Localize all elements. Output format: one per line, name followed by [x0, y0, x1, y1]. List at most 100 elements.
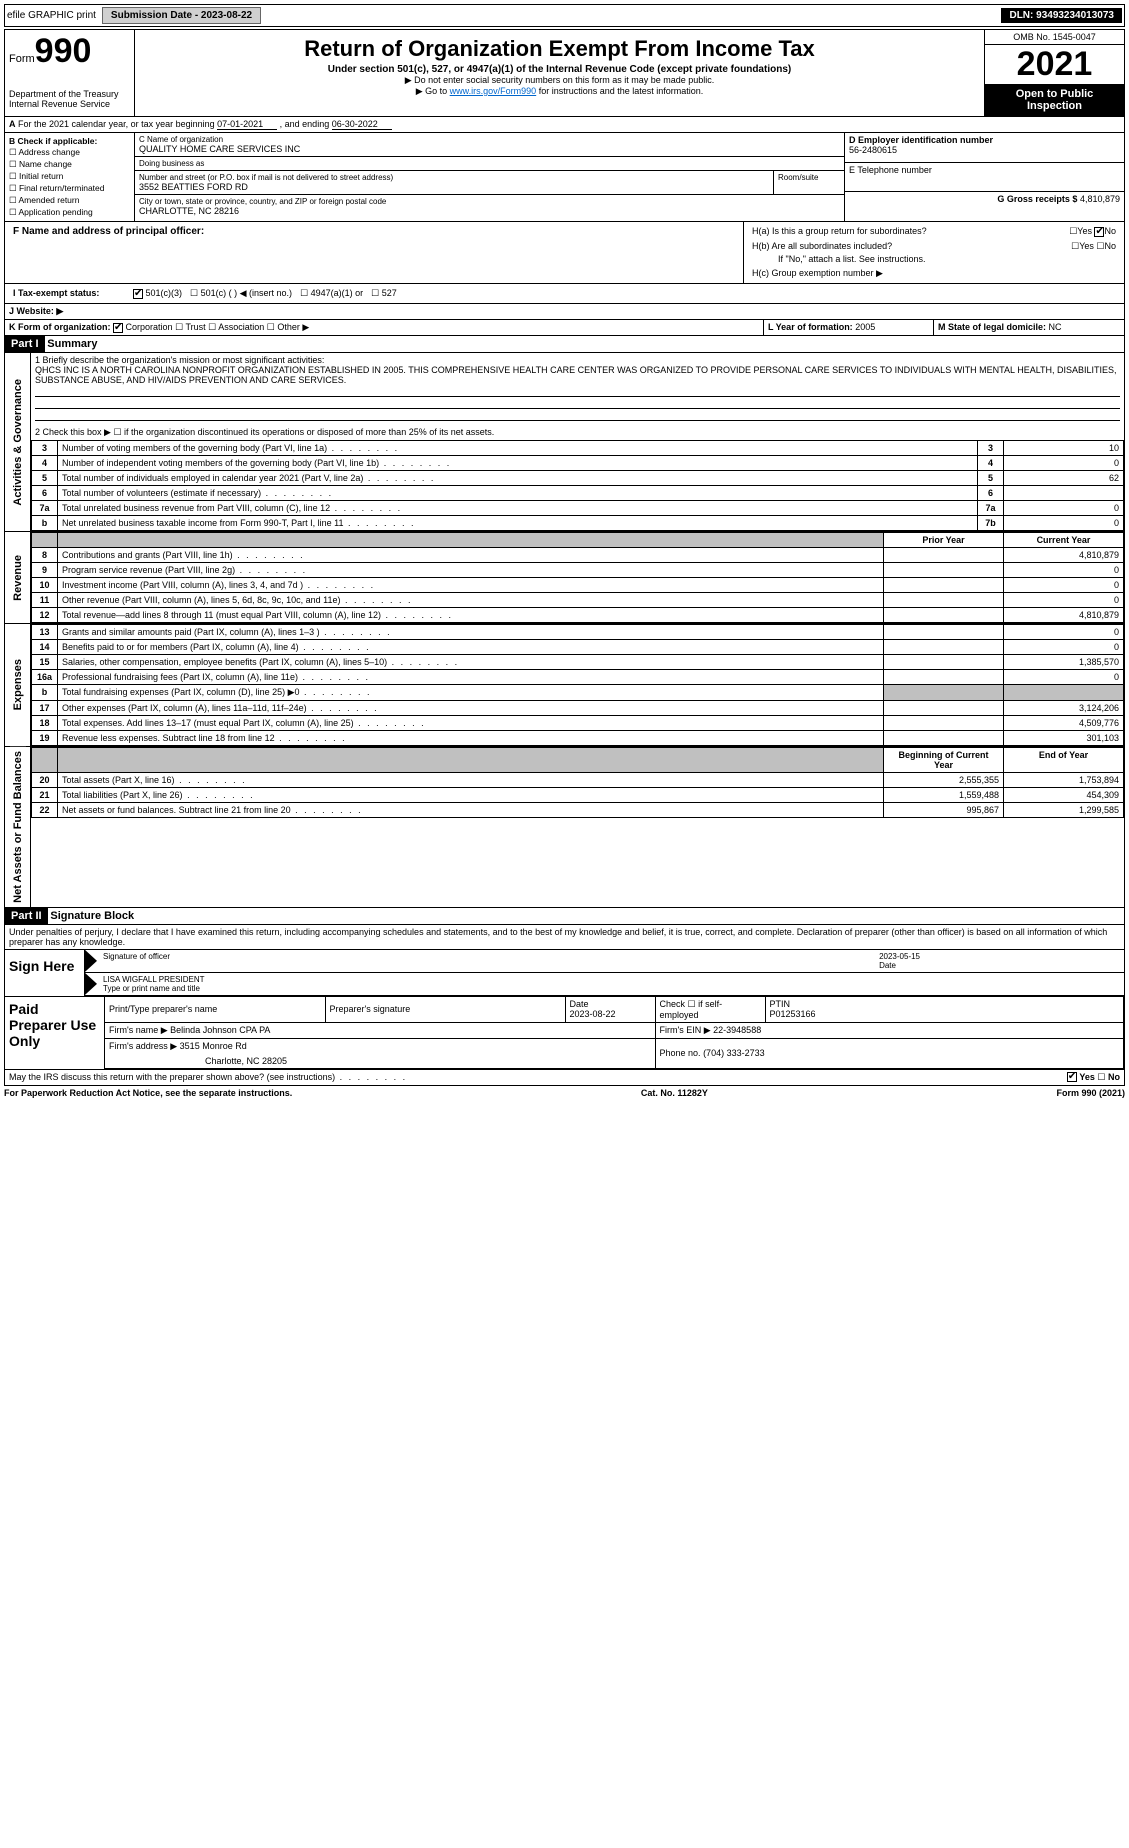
arrow-icon: [85, 950, 97, 972]
opt-501c3[interactable]: 501(c)(3): [129, 286, 186, 301]
part-i-header: Part I Summary: [4, 336, 1125, 353]
section-a-mid: , and ending: [280, 119, 332, 129]
table-row: bTotal fundraising expenses (Part IX, co…: [32, 685, 1124, 701]
section-klm: K Form of organization: Corporation ☐ Tr…: [4, 320, 1125, 336]
opt-assoc[interactable]: ☐ Association: [208, 322, 264, 332]
gross-receipts-label: G Gross receipts $: [997, 194, 1077, 204]
table-row: 6Total number of volunteers (estimate if…: [32, 486, 1124, 501]
firm-ein: 22-3948588: [713, 1025, 761, 1035]
table-row: 9Program service revenue (Part VIII, lin…: [32, 563, 1124, 578]
h-a-label: H(a) Is this a group return for subordin…: [752, 226, 927, 237]
form-note1: ▶ Do not enter social security numbers o…: [139, 75, 980, 86]
table-row: 21Total liabilities (Part X, line 26)1,5…: [32, 788, 1124, 803]
efile-label: efile GRAPHIC print: [7, 10, 96, 21]
line1-label: 1 Briefly describe the organization's mi…: [35, 355, 1120, 365]
checkbox-amended[interactable]: ☐ Amended return: [9, 195, 130, 206]
section-i: I Tax-exempt status: 501(c)(3) ☐ 501(c) …: [4, 284, 1125, 304]
self-emp[interactable]: Check ☐ if self-employed: [660, 999, 723, 1020]
opt-corp[interactable]: Corporation: [113, 322, 173, 332]
submission-date-button[interactable]: Submission Date - 2023-08-22: [102, 7, 261, 24]
table-row: 17Other expenses (Part IX, column (A), l…: [32, 701, 1124, 716]
section-c: C Name of organization QUALITY HOME CARE…: [135, 133, 844, 221]
checkbox-final-return[interactable]: ☐ Final return/terminated: [9, 183, 130, 194]
sign-here-label: Sign Here: [5, 950, 85, 996]
checkbox-group-no[interactable]: [1094, 227, 1104, 237]
table-row: 18Total expenses. Add lines 13–17 (must …: [32, 716, 1124, 731]
footer-right: Form 990 (2021): [1056, 1088, 1125, 1098]
officer-name-line: LISA WIGFALL PRESIDENT Type or print nam…: [85, 973, 1124, 996]
dba-label: Doing business as: [139, 159, 840, 168]
tab-revenue: Revenue: [10, 551, 26, 605]
footer-left: For Paperwork Reduction Act Notice, see …: [4, 1088, 292, 1098]
section-b-label: B Check if applicable:: [9, 136, 97, 146]
state-domicile: NC: [1049, 322, 1062, 332]
expenses-table: 13Grants and similar amounts paid (Part …: [31, 624, 1124, 746]
firm-phone-label: Phone no.: [660, 1048, 701, 1058]
checkbox-name-change[interactable]: ☐ Name change: [9, 159, 130, 170]
table-row: 3Number of voting members of the governi…: [32, 441, 1124, 456]
checkbox-address-change[interactable]: ☐ Address change: [9, 147, 130, 158]
sig-date: 2023-05-15: [879, 952, 920, 961]
part-i-badge: Part I: [5, 336, 45, 352]
org-name: QUALITY HOME CARE SERVICES INC: [139, 144, 840, 154]
irs-link[interactable]: www.irs.gov/Form990: [450, 86, 537, 96]
table-row: 15Salaries, other compensation, employee…: [32, 655, 1124, 670]
net-assets-table: Beginning of Current YearEnd of Year 20T…: [31, 747, 1124, 818]
governance-table: 3Number of voting members of the governi…: [31, 440, 1124, 531]
ein-label: D Employer identification number: [849, 135, 993, 145]
firm-phone: (704) 333-2733: [703, 1048, 765, 1058]
section-f-label: F Name and address of principal officer:: [13, 226, 204, 237]
prep-date: 2023-08-22: [570, 1009, 616, 1019]
arrow-icon: [85, 973, 97, 995]
table-row: 11Other revenue (Part VIII, column (A), …: [32, 593, 1124, 608]
form-header: Form990 Department of the Treasury Inter…: [4, 29, 1125, 117]
prep-sig-label: Preparer's signature: [330, 1004, 411, 1014]
footer-mid: Cat. No. 11282Y: [641, 1088, 708, 1098]
tax-year-end: 06-30-2022: [332, 119, 392, 130]
opt-501c[interactable]: ☐ 501(c) ( ) ◀ (insert no.): [186, 286, 296, 301]
checkbox-app-pending[interactable]: ☐ Application pending: [9, 207, 130, 218]
year-formation: 2005: [855, 322, 875, 332]
h-b-answer: ☐Yes ☐No: [1071, 241, 1116, 252]
opt-4947[interactable]: ☐ 4947(a)(1) or: [296, 286, 367, 301]
governance-block: Activities & Governance 1 Briefly descri…: [4, 353, 1125, 532]
firm-ein-label: Firm's EIN ▶: [660, 1025, 711, 1035]
tab-expenses: Expenses: [10, 655, 26, 714]
table-row: 22Net assets or fund balances. Subtract …: [32, 803, 1124, 818]
revenue-block: Revenue Prior YearCurrent Year 8Contribu…: [4, 532, 1125, 624]
line2: 2 Check this box ▶ ☐ if the organization…: [31, 423, 1124, 440]
table-row: bNet unrelated business taxable income f…: [32, 516, 1124, 531]
table-row: 4Number of independent voting members of…: [32, 456, 1124, 471]
tax-year: 2021: [985, 45, 1124, 84]
col-end: End of Year: [1004, 748, 1124, 773]
addr-value: 3552 BEATTIES FORD RD: [139, 182, 769, 192]
col-prior: Prior Year: [884, 533, 1004, 548]
part-ii-header: Part II Signature Block: [4, 908, 1125, 925]
opt-trust[interactable]: ☐ Trust: [175, 322, 206, 332]
opt-other[interactable]: ☐ Other ▶: [267, 322, 310, 332]
table-row: 19Revenue less expenses. Subtract line 1…: [32, 731, 1124, 746]
checkbox-discuss-yes[interactable]: [1067, 1072, 1077, 1082]
col-current: Current Year: [1004, 533, 1124, 548]
perjury-statement: Under penalties of perjury, I declare th…: [4, 925, 1125, 950]
phone-label: E Telephone number: [849, 165, 1120, 175]
expenses-block: Expenses 13Grants and similar amounts pa…: [4, 624, 1125, 747]
city-label: City or town, state or province, country…: [139, 197, 840, 206]
section-fh: F Name and address of principal officer:…: [4, 222, 1125, 284]
section-deg: D Employer identification number 56-2480…: [844, 133, 1124, 221]
form-title: Return of Organization Exempt From Incom…: [139, 36, 980, 62]
section-j: J Website: ▶: [4, 304, 1125, 320]
section-bcdeg: B Check if applicable: ☐ Address change …: [4, 133, 1125, 222]
note2-pre: ▶ Go to: [416, 86, 450, 96]
discuss-answer: Yes ☐ No: [1067, 1072, 1120, 1083]
part-ii-badge: Part II: [5, 908, 48, 924]
prep-name-label: Print/Type preparer's name: [109, 1004, 217, 1014]
dln-label: DLN: 93493234013073: [1001, 8, 1122, 23]
sig-officer-line[interactable]: Signature of officer 2023-05-15Date: [85, 950, 1124, 973]
opt-527[interactable]: ☐ 527: [367, 286, 401, 301]
section-a: A For the 2021 calendar year, or tax yea…: [4, 117, 1125, 133]
table-row: 20Total assets (Part X, line 16)2,555,35…: [32, 773, 1124, 788]
checkbox-initial-return[interactable]: ☐ Initial return: [9, 171, 130, 182]
firm-addr2: Charlotte, NC 28205: [205, 1056, 287, 1066]
efile-topbar: efile GRAPHIC print Submission Date - 20…: [4, 4, 1125, 27]
